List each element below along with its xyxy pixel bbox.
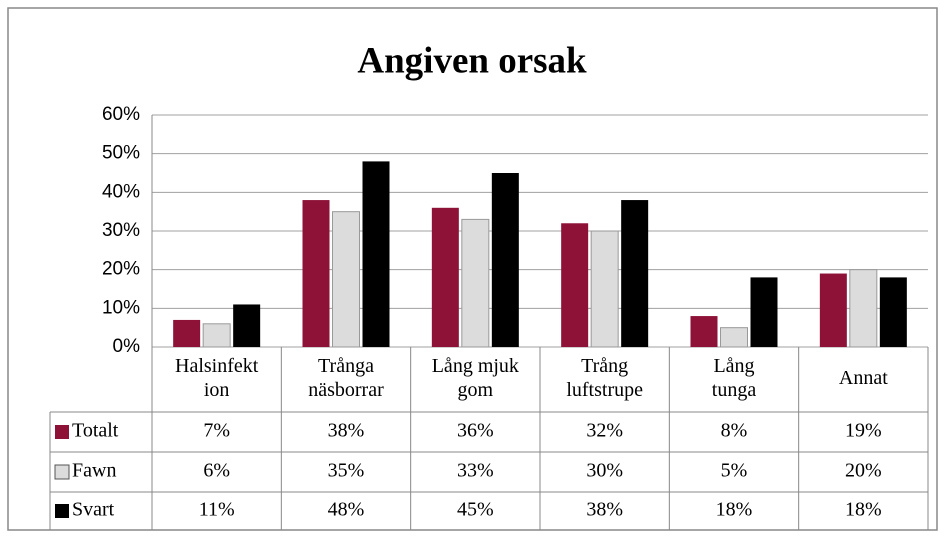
bar [879, 277, 907, 347]
x-tick-label: luftstrupe [566, 379, 643, 401]
bar [561, 223, 589, 347]
legend-swatch [55, 425, 69, 439]
table-value: 19% [845, 420, 882, 442]
legend-swatch [55, 504, 69, 518]
y-tick-label: 60% [102, 104, 140, 125]
bar [173, 319, 201, 347]
bar [431, 207, 459, 347]
x-tick-label: Halsinfekt [175, 355, 259, 377]
bar [621, 200, 649, 347]
x-tick-label: Trånga [318, 355, 374, 377]
table-value: 45% [457, 499, 494, 521]
x-tick-label: Lång mjuk [432, 355, 519, 377]
y-tick-label: 40% [102, 181, 140, 202]
bar [461, 218, 490, 348]
bar [690, 316, 718, 347]
y-tick-label: 30% [102, 220, 140, 241]
table-value: 32% [586, 420, 623, 442]
table-value: 33% [457, 460, 494, 482]
x-tick-label: näsborrar [308, 379, 384, 401]
bar [819, 273, 847, 347]
x-tick-label: ion [204, 379, 230, 401]
table-value: 18% [716, 499, 753, 521]
y-tick-label: 20% [102, 259, 140, 280]
table-value: 35% [328, 460, 365, 482]
table-value: 11% [199, 499, 235, 521]
table-value: 36% [457, 420, 494, 442]
y-tick-label: 0% [113, 336, 141, 357]
legend-label: Totalt [72, 420, 119, 442]
table-value: 7% [203, 420, 230, 442]
bar [720, 327, 748, 348]
table-value: 30% [586, 460, 623, 482]
table-value: 48% [328, 499, 365, 521]
table-value: 20% [845, 460, 882, 482]
x-tick-label: Lång [713, 355, 754, 377]
table-value: 6% [203, 460, 230, 482]
legend-label: Fawn [72, 460, 116, 482]
table-value: 38% [586, 499, 623, 521]
bar [332, 211, 360, 348]
bar [302, 200, 330, 347]
x-tick-label: gom [458, 379, 494, 401]
table-value: 8% [721, 420, 748, 442]
bar [849, 269, 878, 348]
y-tick-label: 10% [102, 297, 140, 318]
bar [750, 277, 778, 347]
bar [590, 230, 619, 348]
bar [491, 173, 519, 347]
bar [202, 323, 231, 348]
table-value: 5% [721, 460, 748, 482]
x-tick-label: Trång [581, 355, 628, 377]
bar [362, 161, 390, 347]
x-tick-label: Annat [839, 367, 888, 389]
chart-title: Angiven orsak [357, 40, 587, 81]
legend-swatch [54, 464, 70, 480]
legend-label: Svart [72, 499, 115, 521]
y-tick-label: 50% [102, 143, 140, 164]
x-tick-label: tunga [712, 379, 757, 401]
table-value: 38% [328, 420, 365, 442]
table-value: 18% [845, 499, 882, 521]
bar [233, 304, 261, 347]
